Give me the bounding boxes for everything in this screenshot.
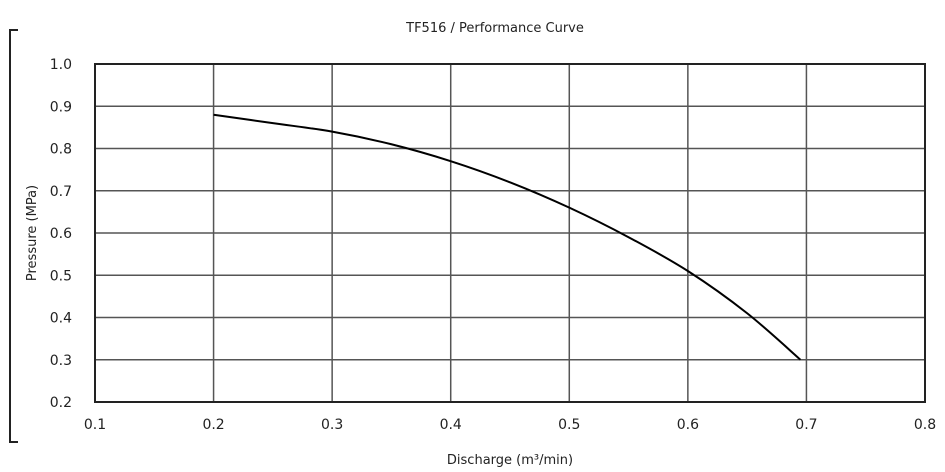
x-tick-label: 0.8 (914, 417, 936, 433)
y-tick-label: 1.0 (50, 57, 72, 73)
left-bracket (9, 29, 18, 443)
y-tick-labels: 0.2 0.3 0.4 0.5 0.6 0.7 0.8 0.9 1.0 (50, 57, 72, 411)
y-axis-label: Pressure (MPa) (25, 185, 40, 281)
x-tick-label: 0.1 (84, 417, 106, 433)
x-tick-labels: 0.1 0.2 0.3 0.4 0.5 0.6 0.7 0.8 (84, 417, 936, 433)
x-axis-label: Discharge (m³/min) (447, 453, 573, 468)
x-tick-label: 0.4 (440, 417, 462, 433)
chart-title: TF516 / Performance Curve (405, 21, 584, 36)
y-tick-label: 0.3 (50, 353, 72, 369)
y-tick-label: 0.6 (50, 226, 72, 242)
y-tick-label: 0.2 (50, 395, 72, 411)
y-tick-label: 0.8 (50, 142, 72, 158)
x-tick-label: 0.7 (795, 417, 817, 433)
y-tick-label: 0.4 (50, 311, 72, 327)
performance-curve-line (213, 113, 802, 361)
y-tick-label: 0.7 (50, 184, 72, 200)
series-points (213, 115, 800, 360)
y-tick-label: 0.5 (50, 268, 72, 284)
y-tick-label: 0.9 (50, 99, 72, 115)
x-tick-label: 0.3 (321, 417, 343, 433)
x-tick-label: 0.5 (558, 417, 580, 433)
x-tick-label: 0.6 (677, 417, 699, 433)
plot-area-frame (94, 63, 926, 403)
x-tick-label: 0.2 (202, 417, 224, 433)
